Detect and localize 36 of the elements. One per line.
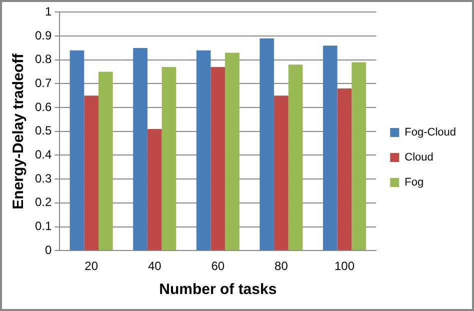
bar — [352, 62, 366, 250]
bar — [260, 38, 274, 250]
bar — [210, 67, 226, 250]
bar — [288, 64, 303, 250]
bar — [322, 46, 338, 250]
legend-label: Fog-Cloud — [404, 126, 456, 139]
bar — [274, 96, 288, 250]
y-tick-label: 0.5 — [34, 124, 52, 138]
y-tick-label: 0.6 — [34, 100, 52, 114]
legend-label: Fog — [404, 176, 424, 189]
bar — [196, 50, 211, 250]
bar — [84, 96, 98, 250]
y-tick-label: 1 — [44, 4, 52, 19]
bar — [133, 48, 148, 250]
bar — [337, 88, 352, 250]
bar — [70, 50, 84, 250]
x-tick-label: 40 — [148, 259, 162, 274]
x-axis-title: Number of tasks — [159, 281, 277, 298]
y-tick-label: 0 — [44, 242, 52, 257]
x-tick-label: 60 — [211, 259, 225, 274]
bar — [147, 129, 162, 250]
y-tick-label: 0.3 — [34, 171, 52, 186]
bar — [98, 72, 113, 250]
x-tick-label: 100 — [334, 259, 355, 274]
y-tick-label: 0.7 — [34, 76, 52, 90]
y-tick-label: 0.2 — [34, 195, 52, 210]
x-tick-label: 20 — [84, 259, 98, 274]
x-tick-label: 80 — [274, 259, 288, 274]
legend-label: Cloud — [404, 152, 434, 164]
y-tick-label: 0.4 — [34, 148, 52, 162]
bar — [162, 67, 176, 250]
y-tick-label: 0.1 — [34, 219, 52, 234]
y-axis-title: Energy-Delay tradeoff — [10, 52, 28, 210]
y-tick-label: 0.9 — [34, 28, 52, 42]
bar — [225, 52, 240, 250]
y-tick-label: 0.8 — [34, 52, 52, 66]
